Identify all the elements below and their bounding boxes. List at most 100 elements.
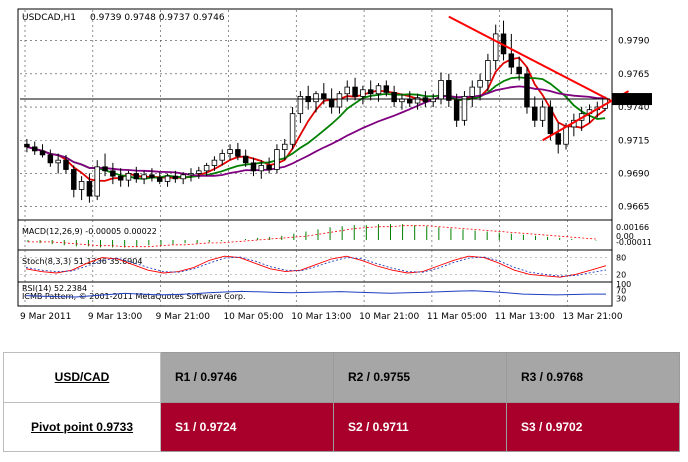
candle-body xyxy=(563,126,569,145)
pivot-point: Pivot point 0.9733 xyxy=(30,419,134,434)
rsi-label: RSI(14) 52.2384 xyxy=(22,284,87,293)
chart-canvas: USDCAD,H1 0.9739 0.9748 0.9737 0.9746 MA… xyxy=(17,8,652,322)
macd-signal-line xyxy=(28,225,596,248)
pair-cell: USD/CAD xyxy=(3,352,161,403)
candle-body xyxy=(196,170,202,174)
s3-cell: S3 / 0.9702 xyxy=(506,401,680,452)
price-tick-label: 0.9740 xyxy=(618,103,650,113)
candle-body xyxy=(110,170,116,177)
current-price-marker xyxy=(612,93,652,106)
candle-body xyxy=(156,177,163,182)
candle-body xyxy=(47,154,54,164)
rsi-tick-label: 70 xyxy=(616,286,626,295)
candle-body xyxy=(539,106,546,121)
pair-name: USD/CAD xyxy=(54,370,110,385)
time-tick-label: 10 Mar 21:00 xyxy=(359,312,419,322)
candle-body xyxy=(375,85,382,95)
candle-body xyxy=(383,85,390,93)
candle-body xyxy=(149,174,155,178)
time-tick-label: 9 Mar 2011 xyxy=(20,312,71,322)
candle-body xyxy=(219,153,225,161)
indicator-panels xyxy=(25,224,607,298)
moving-average-line xyxy=(26,85,606,177)
candle-body xyxy=(524,73,530,108)
candle-body xyxy=(414,97,421,104)
candle-body xyxy=(321,93,327,100)
candle-body xyxy=(485,60,491,81)
r3-cell: R3 / 0.9768 xyxy=(506,352,680,403)
candle-body xyxy=(453,99,460,121)
candle-body xyxy=(258,165,265,172)
candle-body xyxy=(289,113,296,145)
candle-body xyxy=(328,98,335,108)
candle-body xyxy=(235,149,241,157)
time-tick-label: 10 Mar 13:00 xyxy=(291,312,351,322)
candle-body xyxy=(367,89,374,95)
current-price-label: 0.9746 xyxy=(616,95,648,105)
candle-body xyxy=(492,33,499,61)
candle-body xyxy=(141,174,147,180)
candle-body xyxy=(266,165,272,170)
candle-body xyxy=(250,162,257,172)
candle-body xyxy=(55,159,61,164)
candle-body xyxy=(242,155,249,164)
macd-tick-label: -0.00011 xyxy=(616,238,652,247)
stoch-label: Stoch(8,3,3) 51.1236 35.6904 xyxy=(22,257,142,266)
candle-body xyxy=(547,106,554,135)
candle-body xyxy=(532,106,538,121)
rsi-tick-label: 30 xyxy=(616,295,626,304)
candle-body xyxy=(31,146,38,152)
candle-body xyxy=(188,173,194,176)
candle-body xyxy=(477,80,483,88)
candle-body xyxy=(469,86,476,97)
r1-cell: R1 / 0.9746 xyxy=(160,352,334,403)
time-tick-label: 9 Mar 21:00 xyxy=(156,312,211,322)
time-tick-label: 11 Mar 05:00 xyxy=(427,312,487,322)
candle-body xyxy=(297,95,304,115)
price-tick-label: 0.9765 xyxy=(618,70,650,80)
price-tick-label: 0.9790 xyxy=(618,37,650,47)
price-tick-label: 0.9690 xyxy=(618,169,650,179)
candle-body xyxy=(117,175,124,181)
candle-body xyxy=(133,173,140,180)
candle-body xyxy=(360,89,366,97)
chart-ohlc: 0.9739 0.9748 0.9737 0.9746 xyxy=(90,13,225,23)
candle-body xyxy=(102,166,108,172)
pivot-table: USD/CAD R1 / 0.9746 R2 / 0.9755 R3 / 0.9… xyxy=(3,352,680,452)
macd-label: MACD(12,26,9) -0.00005 0.00022 xyxy=(22,227,157,236)
candles xyxy=(24,20,608,203)
r2-cell: R2 / 0.9755 xyxy=(333,352,507,403)
stoch-tick-label: 20 xyxy=(616,270,626,279)
candle-body xyxy=(313,93,319,103)
time-tick-label: 11 Mar 13:00 xyxy=(495,312,555,322)
s2-cell: S2 / 0.9711 xyxy=(333,401,507,452)
candle-body xyxy=(516,66,522,75)
chart-symbol: USDCAD,H1 xyxy=(22,13,76,23)
candle-body xyxy=(172,175,179,180)
candle-body xyxy=(391,92,397,103)
price-tick-label: 0.9715 xyxy=(618,136,650,146)
moving-average-line xyxy=(26,76,606,180)
candle-body xyxy=(274,149,280,170)
candle-body xyxy=(422,97,429,103)
time-tick-label: 13 Mar 21:00 xyxy=(563,312,623,322)
time-tick-label: 9 Mar 13:00 xyxy=(88,312,143,322)
trendline xyxy=(448,15,614,103)
candle-body xyxy=(555,133,561,145)
candle-body xyxy=(86,181,93,197)
pivot-cell: Pivot point 0.9733 xyxy=(3,401,161,452)
stoch-tick-label: 80 xyxy=(616,254,626,263)
stoch-line xyxy=(25,255,607,278)
candle-body xyxy=(71,169,77,190)
macd-tick-label: 0.00 xyxy=(616,232,634,241)
candle-body xyxy=(125,173,132,181)
candle-body xyxy=(344,86,350,95)
candle-body xyxy=(78,181,85,190)
table-row: USD/CAD R1 / 0.9746 R2 / 0.9755 R3 / 0.9… xyxy=(3,352,680,403)
price-chart: USDCAD,H1 0.9739 0.9748 0.9737 0.9746 MA… xyxy=(17,8,652,322)
macd-tick-label: 0.00166 xyxy=(616,223,649,232)
candle-body xyxy=(407,98,413,104)
candle-body xyxy=(438,80,444,100)
candle-body xyxy=(352,86,358,97)
rsi-tick-label: 100 xyxy=(616,280,631,289)
